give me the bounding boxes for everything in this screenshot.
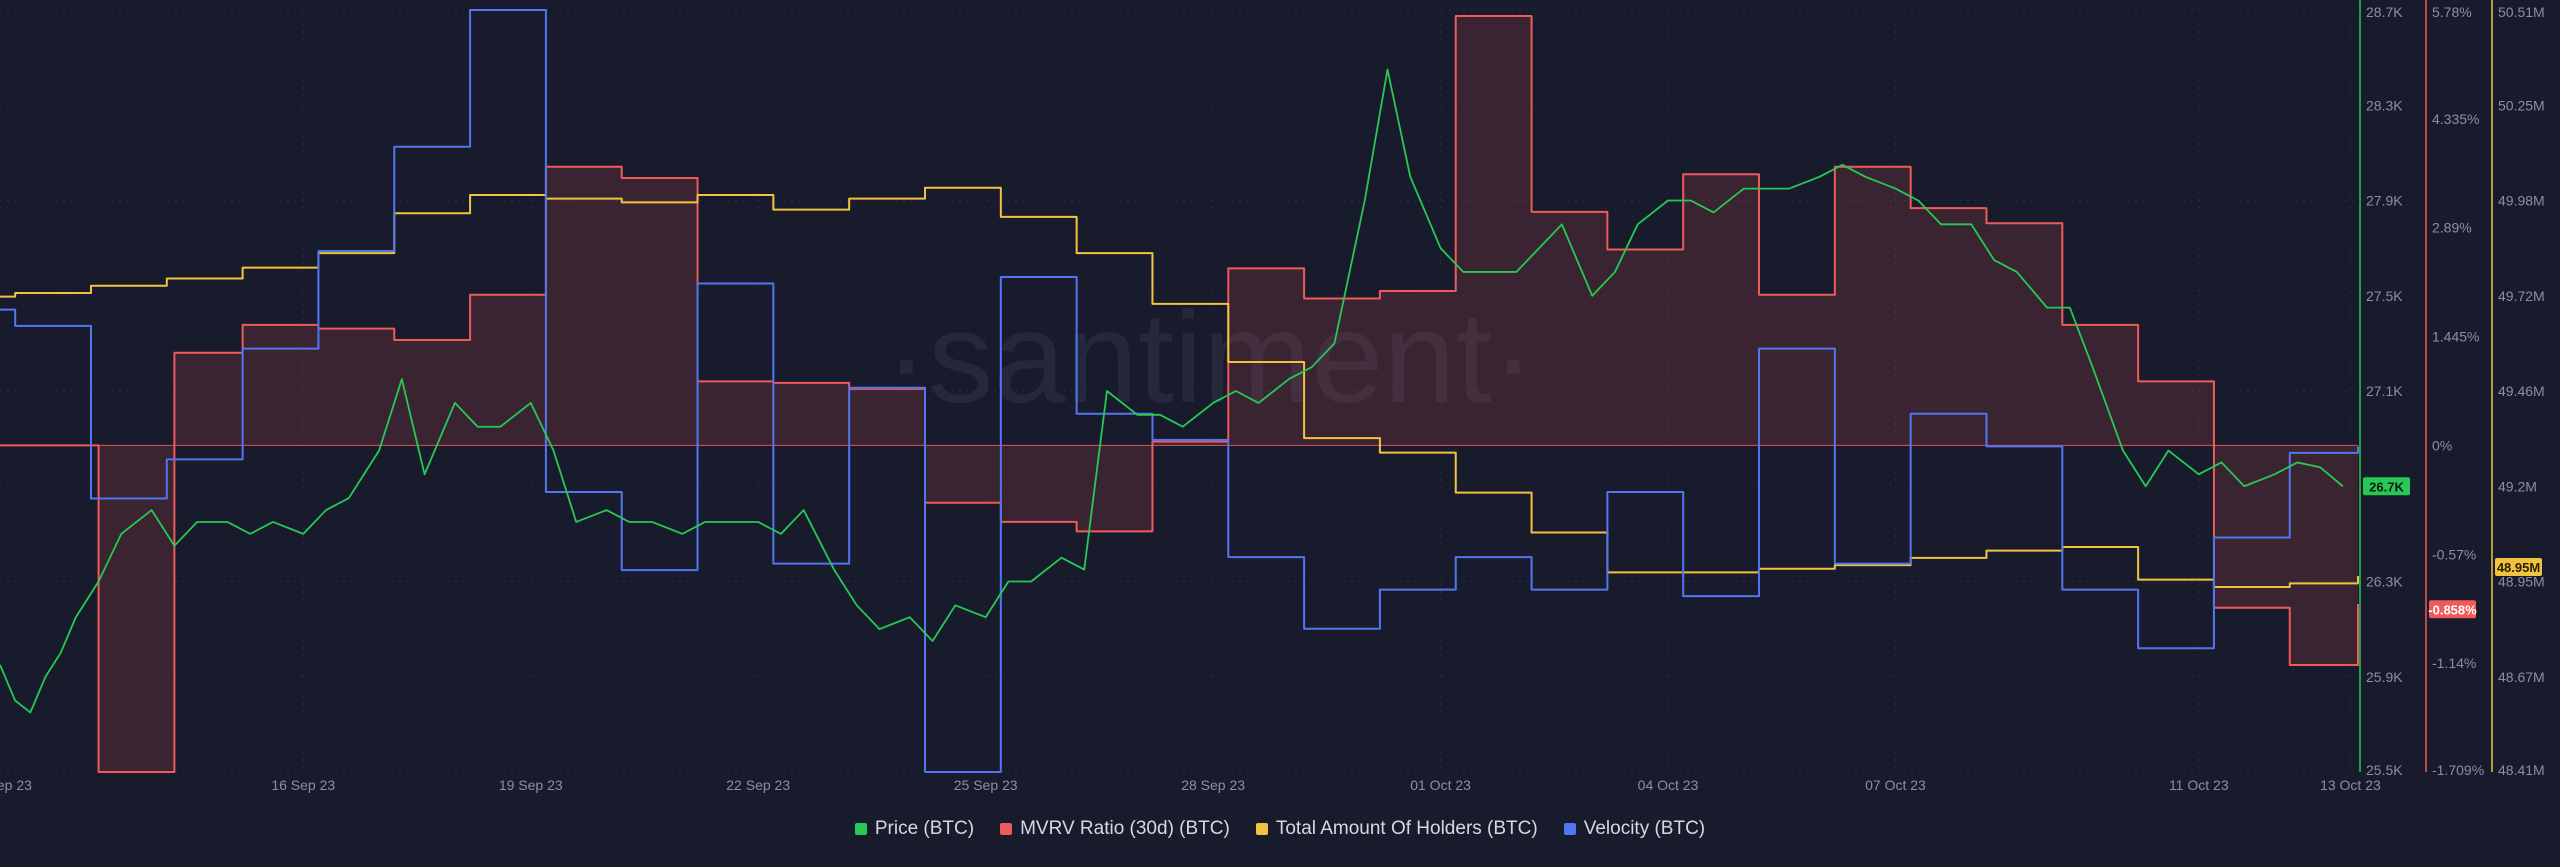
axis-tick-holders: 48.95M xyxy=(2498,574,2545,590)
axis-tick-mvrv: 0% xyxy=(2432,437,2452,453)
velocity-swatch xyxy=(1563,823,1576,835)
axis-tick-mvrv: -1.709% xyxy=(2432,762,2484,778)
legend-label-price: Price (BTC) xyxy=(874,818,975,839)
legend-item-mvrv[interactable]: MVRV Ratio (30d) (BTC) xyxy=(1000,818,1230,840)
current-mvrv-badge-bg xyxy=(2429,600,2476,619)
axis-tick-price: 27.9K xyxy=(2366,193,2403,209)
x-tick-label: 25 Sep 23 xyxy=(954,777,1018,793)
axis-tick-mvrv: 1.445% xyxy=(2432,329,2479,345)
axis-tick-mvrv: 2.89% xyxy=(2432,220,2472,236)
axis-tick-price: 28.7K xyxy=(2366,4,2403,20)
axes-layer: 12 Sep 23 16 Sep 23 19 Sep 23 22 Sep 23 25 S… xyxy=(0,0,2545,793)
current-holders-badge: 48.95M xyxy=(2495,557,2542,576)
axis-tick-holders: 49.72M xyxy=(2498,288,2545,304)
axis-tick-holders: 48.41M xyxy=(2498,762,2545,778)
x-tick-label: 12 Sep 23 xyxy=(0,777,32,793)
axis-tick-holders: 50.51M xyxy=(2498,4,2545,20)
x-tick-label: 16 Sep 23 xyxy=(271,777,335,793)
legend-label-holders: Total Amount Of Holders (BTC) xyxy=(1275,818,1538,839)
axis-tick-mvrv: 5.78% xyxy=(2432,4,2472,20)
legend: Price (BTC) MVRV Ratio (30d) (BTC) Total… xyxy=(0,818,2560,840)
series-price xyxy=(0,68,2344,714)
x-tick-label: 13 Oct 23 xyxy=(2320,777,2381,793)
gridlines xyxy=(0,9,2358,773)
axis-tick-price: 27.1K xyxy=(2366,383,2403,399)
axis-tick-price: 26.3K xyxy=(2366,574,2403,590)
x-tick-label: 07 Oct 23 xyxy=(1865,777,1926,793)
axis-tick-holders: 49.46M xyxy=(2498,383,2545,399)
legend-label-mvrv: MVRV Ratio (30d) (BTC) xyxy=(1020,818,1230,839)
series-line-price xyxy=(0,68,2344,714)
axis-tick-price: 28.3K xyxy=(2366,97,2403,113)
axis-tick-mvrv: -1.14% xyxy=(2432,655,2476,671)
axis-tick-holders: 50.25M xyxy=(2498,97,2545,113)
x-tick-label: 11 Oct 23 xyxy=(2169,777,2229,793)
x-tick-label: 04 Oct 23 xyxy=(1638,777,1699,793)
price-swatch xyxy=(854,823,867,835)
x-tick-label: 19 Sep 23 xyxy=(499,777,563,793)
current-price-badge: 26.7K xyxy=(2363,477,2410,496)
mvrv-area xyxy=(0,16,2358,773)
axis-tick-holders: 49.98M xyxy=(2498,193,2545,209)
current-holders-badge-bg xyxy=(2495,557,2542,576)
current-mvrv-badge: -0.858% xyxy=(2428,600,2477,619)
axis-tick-mvrv: -0.57% xyxy=(2432,546,2476,562)
current-mvrv-badge-text: -0.858% xyxy=(2428,602,2477,617)
legend-item-price[interactable]: Price (BTC) xyxy=(854,818,975,840)
legend-label-velocity: Velocity (BTC) xyxy=(1583,818,1706,839)
axis-tick-holders: 49.2M xyxy=(2498,478,2537,494)
axis-tick-holders: 48.67M xyxy=(2498,669,2545,685)
legend-item-velocity[interactable]: Velocity (BTC) xyxy=(1563,818,1706,840)
series-line-holders xyxy=(0,186,2359,588)
current-holders-badge-text: 48.95M xyxy=(2497,560,2540,575)
axis-tick-price: 25.5K xyxy=(2366,762,2403,778)
series-layer xyxy=(0,9,2359,773)
x-tick-label: 28 Sep 23 xyxy=(1181,777,1245,793)
legend-item-holders[interactable]: Total Amount Of Holders (BTC) xyxy=(1255,818,1538,840)
mvrv-swatch xyxy=(1000,823,1013,835)
axis-tick-mvrv: 4.335% xyxy=(2432,111,2479,127)
x-tick-label: 22 Sep 23 xyxy=(726,777,790,793)
axis-tick-price: 27.5K xyxy=(2366,288,2403,304)
current-price-badge-text: 26.7K xyxy=(2369,479,2404,494)
holders-swatch xyxy=(1255,823,1268,835)
series-velocity xyxy=(0,9,2359,773)
axis-tick-price: 25.9K xyxy=(2366,669,2403,685)
current-price-badge-bg xyxy=(2363,477,2410,496)
x-tick-label: 01 Oct 23 xyxy=(1410,777,1471,793)
